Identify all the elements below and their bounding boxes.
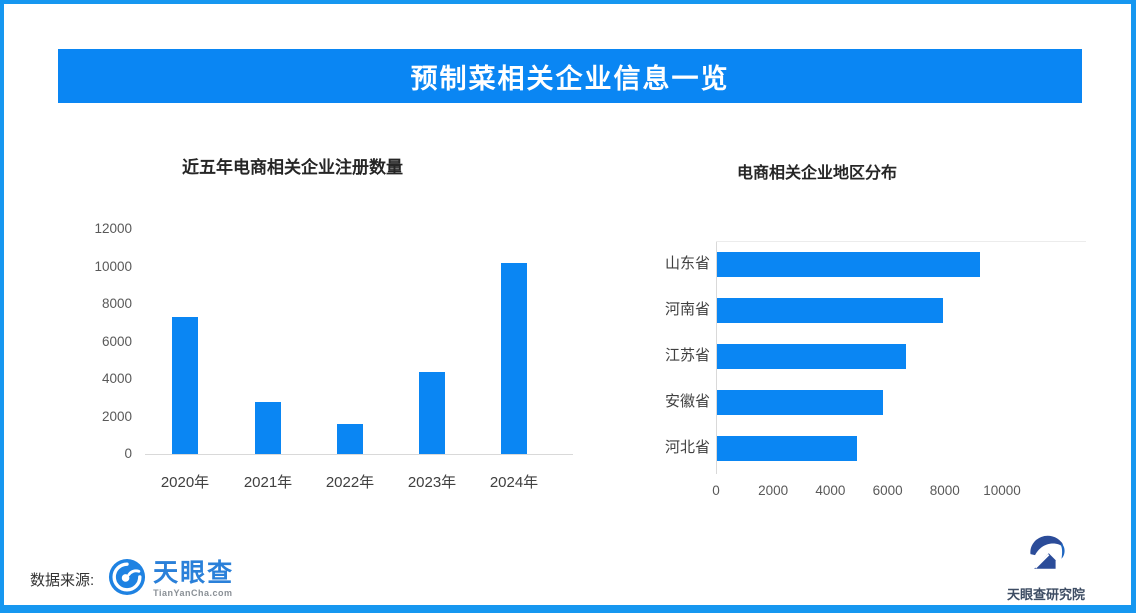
bar-2020年 — [172, 317, 198, 454]
title-banner: 预制菜相关企业信息一览 — [58, 49, 1082, 103]
y-axis-category-label: 江苏省 — [664, 347, 710, 364]
x-axis-category-label: 2023年 — [407, 474, 457, 491]
x-axis-tick-label: 4000 — [815, 483, 846, 498]
institute-logo-name: 天眼查研究院 — [1006, 587, 1085, 602]
x-axis-tick-label: 0 — [712, 483, 720, 498]
y-axis-category-label: 河南省 — [664, 301, 710, 318]
x-axis-category-label: 2024年 — [489, 474, 539, 491]
x-axis-tick-label: 10000 — [983, 483, 1021, 498]
y-axis-category-label: 山东省 — [664, 255, 710, 272]
left-chart-title: 近五年电商相关企业注册数量 — [182, 158, 403, 177]
x-axis-tick-label: 2000 — [758, 483, 789, 498]
bar-2023年 — [419, 371, 445, 454]
y-axis-tick-label: 12000 — [94, 221, 132, 236]
y-axis-tick-label: 6000 — [101, 333, 132, 349]
right-chart-y-axis-line — [716, 241, 717, 474]
tianyancha-logo-domain: TianYanCha.com — [153, 587, 233, 598]
y-axis-tick-label: 4000 — [101, 371, 132, 386]
bar-河南省 — [717, 298, 943, 323]
bar-山东省 — [717, 252, 981, 277]
institute-logo: 天眼查研究院 — [1000, 535, 1092, 603]
x-axis-tick-label: 8000 — [929, 483, 960, 498]
tianyancha-logo-text: 天眼查 TianYanCha.com — [153, 558, 235, 598]
y-axis-tick-label: 0 — [124, 446, 132, 461]
x-axis-category-label: 2021年 — [243, 474, 293, 491]
y-axis-tick-label: 2000 — [101, 408, 132, 424]
bar-河北省 — [717, 436, 858, 461]
y-axis-category-label: 安徽省 — [664, 393, 710, 410]
data-source-row: 数据来源: 天眼查 TianYanCha.com — [30, 556, 234, 602]
x-axis-tick-label: 6000 — [872, 483, 903, 498]
tianyancha-institute-icon — [1024, 535, 1068, 582]
y-axis-category-label: 河北省 — [664, 439, 710, 456]
tianyancha-logo-name: 天眼查 — [153, 558, 235, 587]
data-source-label: 数据来源: — [30, 571, 95, 589]
left-chart-x-axis-line — [145, 454, 573, 455]
right-chart-title: 电商相关企业地区分布 — [737, 165, 898, 182]
bar-安徽省 — [717, 390, 883, 415]
page-title: 预制菜相关企业信息一览 — [410, 63, 730, 94]
bar-江苏省 — [717, 344, 906, 369]
tianyancha-eye-icon — [108, 558, 146, 601]
y-axis-tick-label: 10000 — [94, 258, 132, 274]
bar-2022年 — [337, 424, 363, 454]
bar-2024年 — [501, 262, 527, 454]
right-chart-top-border — [716, 241, 1086, 242]
tianyancha-logo: 天眼查 TianYanCha.com — [108, 558, 234, 601]
bar-2021年 — [255, 401, 281, 454]
y-axis-tick-label: 8000 — [101, 296, 132, 311]
x-axis-category-label: 2020年 — [160, 474, 210, 491]
x-axis-category-label: 2022年 — [325, 474, 375, 491]
